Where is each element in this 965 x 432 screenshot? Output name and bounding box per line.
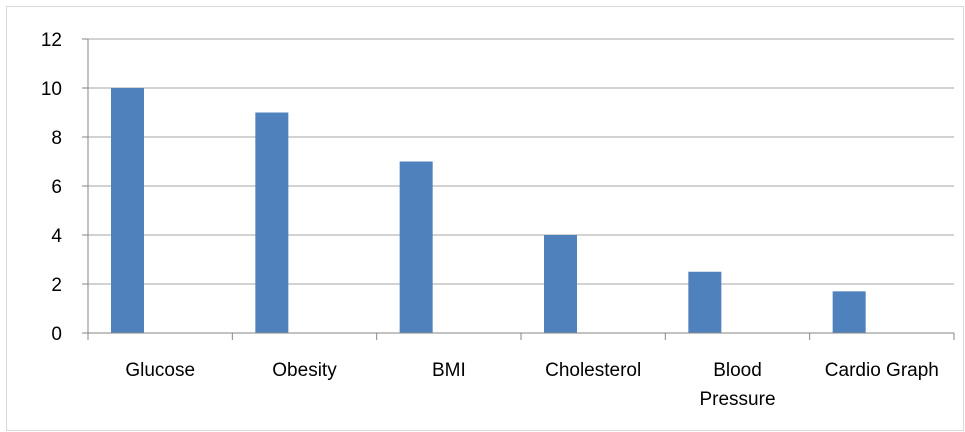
x-tick-label: Obesity [272, 360, 337, 381]
bar-blood-pressure [688, 271, 722, 333]
x-tick-label: Blood [713, 360, 762, 381]
bar-bmi [399, 161, 433, 333]
x-tick-label: Cholesterol [545, 360, 641, 381]
x-tick-labels: Glucose Obesity BMI Cholesterol Blood Pressur… [125, 360, 939, 410]
y-tick-label: 4 [51, 226, 62, 247]
bar-cholesterol [544, 235, 577, 333]
bar-obesity [255, 112, 289, 333]
chart-frame [6, 6, 964, 431]
gridlines [88, 38, 954, 285]
bar-cardio-graph [832, 291, 866, 333]
bars [111, 88, 866, 333]
x-tick-label: Glucose [125, 360, 195, 381]
axes [82, 38, 955, 340]
y-tick-label: 8 [51, 128, 62, 149]
y-tick-label: 6 [51, 177, 62, 198]
x-tick-label: Cardio Graph [825, 360, 939, 381]
y-tick-label: 2 [51, 275, 62, 296]
bar-glucose [111, 88, 144, 333]
y-tick-label: 12 [41, 30, 62, 51]
y-tick-label: 10 [41, 79, 62, 100]
y-tick-label: 0 [51, 324, 62, 345]
x-tick-label: Pressure [699, 389, 775, 410]
y-tick-labels: 0 2 4 6 8 10 12 [41, 30, 63, 345]
x-tick-label: BMI [432, 360, 466, 381]
